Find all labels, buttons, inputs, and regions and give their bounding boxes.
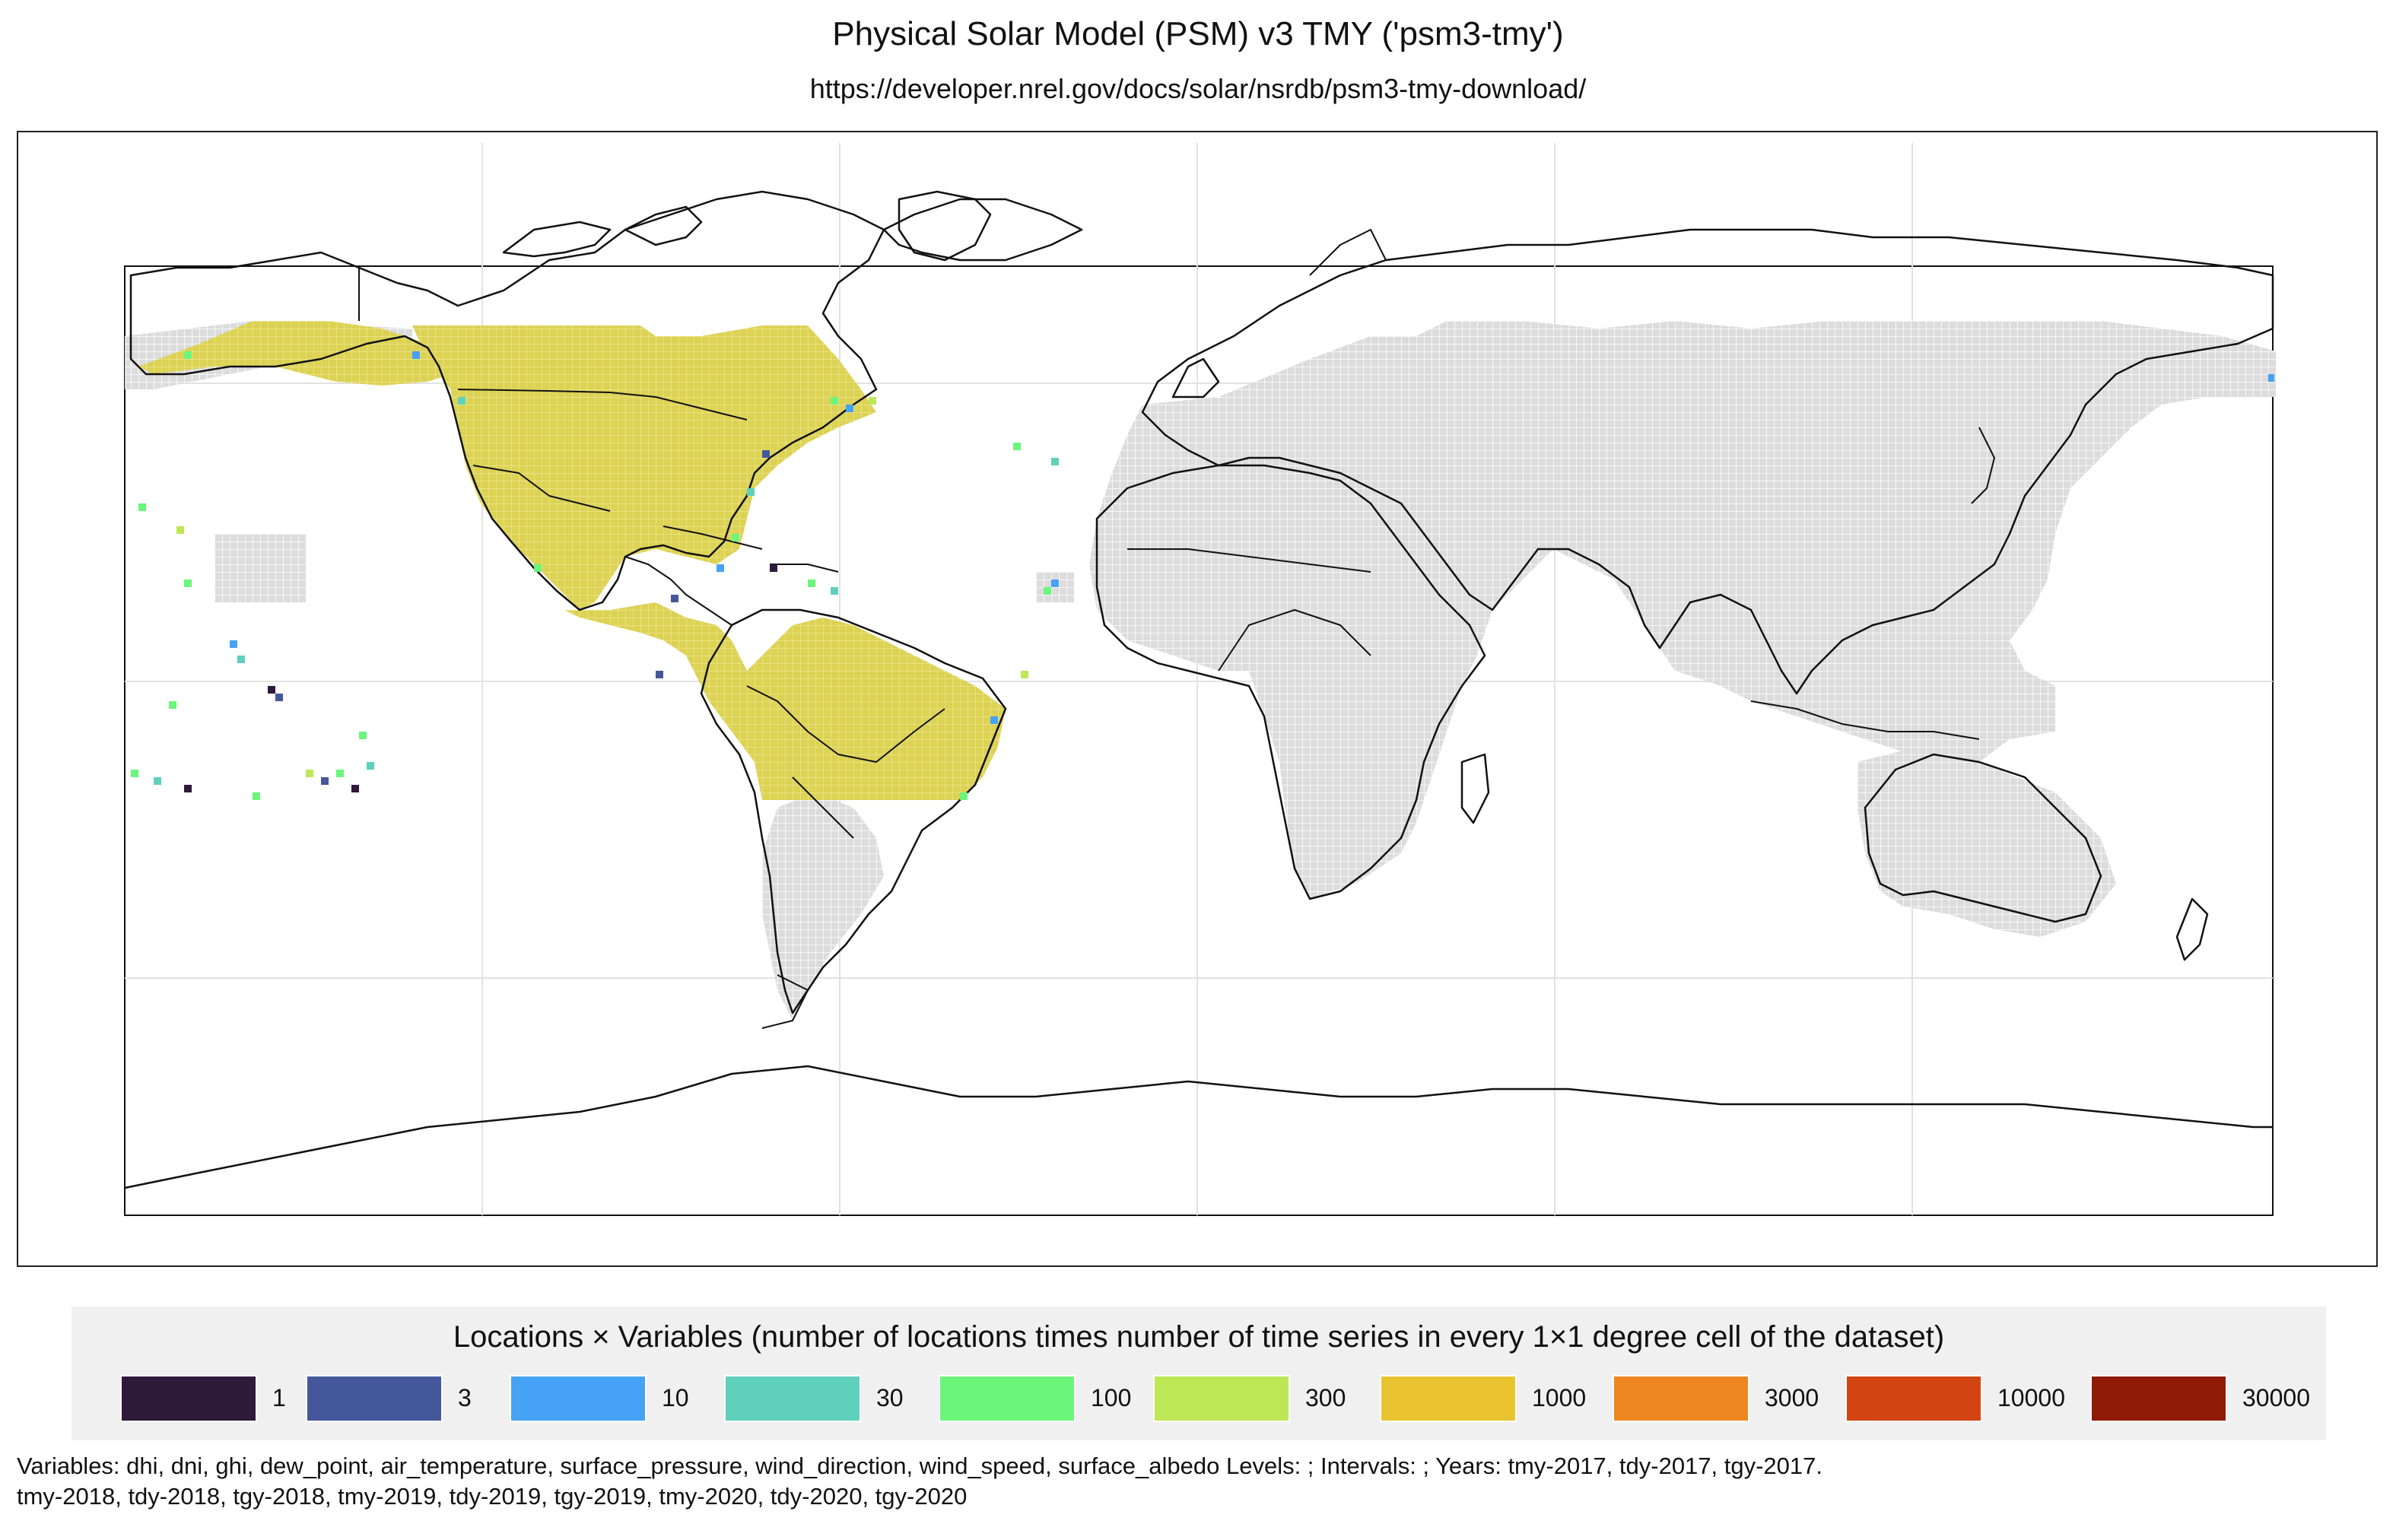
legend-swatch (939, 1375, 1076, 1422)
legend: Locations × Variables (number of locatio… (71, 1307, 2326, 1440)
legend-swatch (2090, 1375, 2227, 1422)
legend-swatch (1380, 1375, 1517, 1422)
legend-label: 3 (458, 1384, 472, 1411)
coastlines (124, 190, 2274, 1189)
footnote-line-1: Variables: dhi, dni, ghi, dew_point, air… (17, 1453, 1823, 1479)
legend-label: 10000 (1997, 1384, 2065, 1411)
legend-swatch (1153, 1375, 1290, 1422)
legend-label: 1 (272, 1384, 286, 1411)
coastal-cells (184, 351, 998, 800)
legend-label: 1000 (1532, 1384, 1587, 1411)
island-cells (131, 374, 2274, 800)
legend-label: 300 (1305, 1384, 1346, 1411)
legend-label: 100 (1091, 1384, 1132, 1411)
legend-label: 10 (662, 1384, 689, 1411)
legend-label: 3000 (1765, 1384, 1819, 1411)
world-map (124, 143, 2276, 1216)
map-panel (17, 131, 2378, 1267)
legend-swatch (724, 1375, 861, 1422)
legend-label: 30 (876, 1384, 904, 1411)
legend-swatch (306, 1375, 443, 1422)
footnote-line-2: tmy-2018, tdy-2018, tgy-2018, tmy-2019, … (17, 1483, 968, 1510)
legend-label: 30000 (2242, 1384, 2310, 1411)
page-subtitle-url: https://developer.nrel.gov/docs/solar/ns… (809, 73, 1587, 104)
footnote: Variables: dhi, dni, ghi, dew_point, air… (17, 1451, 2375, 1512)
legend-swatch (510, 1375, 647, 1422)
legend-swatch (1845, 1375, 1982, 1422)
page-title: Physical Solar Model (PSM) v3 TMY ('psm3… (832, 15, 1564, 52)
coverage-americas-cells (138, 321, 1006, 800)
legend-swatch (1613, 1375, 1749, 1422)
legend-title: Locations × Variables (number of locatio… (453, 1320, 1945, 1354)
legend-swatch (120, 1375, 257, 1422)
